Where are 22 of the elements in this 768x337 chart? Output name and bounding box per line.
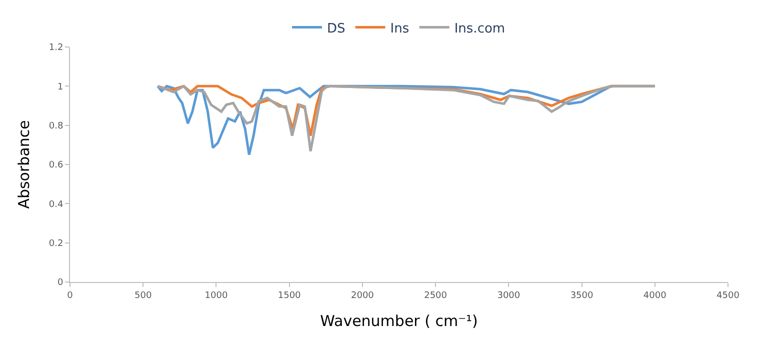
y-tick-label: 0.6 (48, 160, 64, 171)
legend-label: Ins (390, 21, 410, 36)
legend-label: DS (327, 21, 346, 36)
y-tick-label: 0.8 (48, 121, 64, 132)
x-tick-label: 4500 (716, 290, 740, 301)
x-tick-label: 2000 (350, 290, 374, 301)
x-tick-label: 0 (67, 290, 74, 301)
x-tick-label: 3000 (497, 290, 520, 301)
y-tick-label: 0.2 (48, 238, 64, 249)
x-tick-label: 2500 (424, 290, 448, 301)
x-tick-label: 1500 (278, 290, 302, 301)
y-tick-label: 1.2 (48, 43, 64, 54)
y-axis-title: Absorbance (15, 120, 34, 209)
y-tick-label: 1 (57, 82, 64, 92)
x-tick-label: 4000 (643, 290, 667, 301)
x-tick-label: 3500 (570, 290, 594, 301)
x-tick-label: 1000 (204, 290, 228, 301)
legend-label: Ins.com (454, 21, 506, 36)
y-tick-label: 0 (57, 278, 64, 288)
y-tick-label: 0.4 (48, 200, 64, 210)
x-tick-label: 500 (134, 290, 152, 301)
x-axis-title: Wavenumber ( cm⁻¹) (320, 312, 478, 330)
